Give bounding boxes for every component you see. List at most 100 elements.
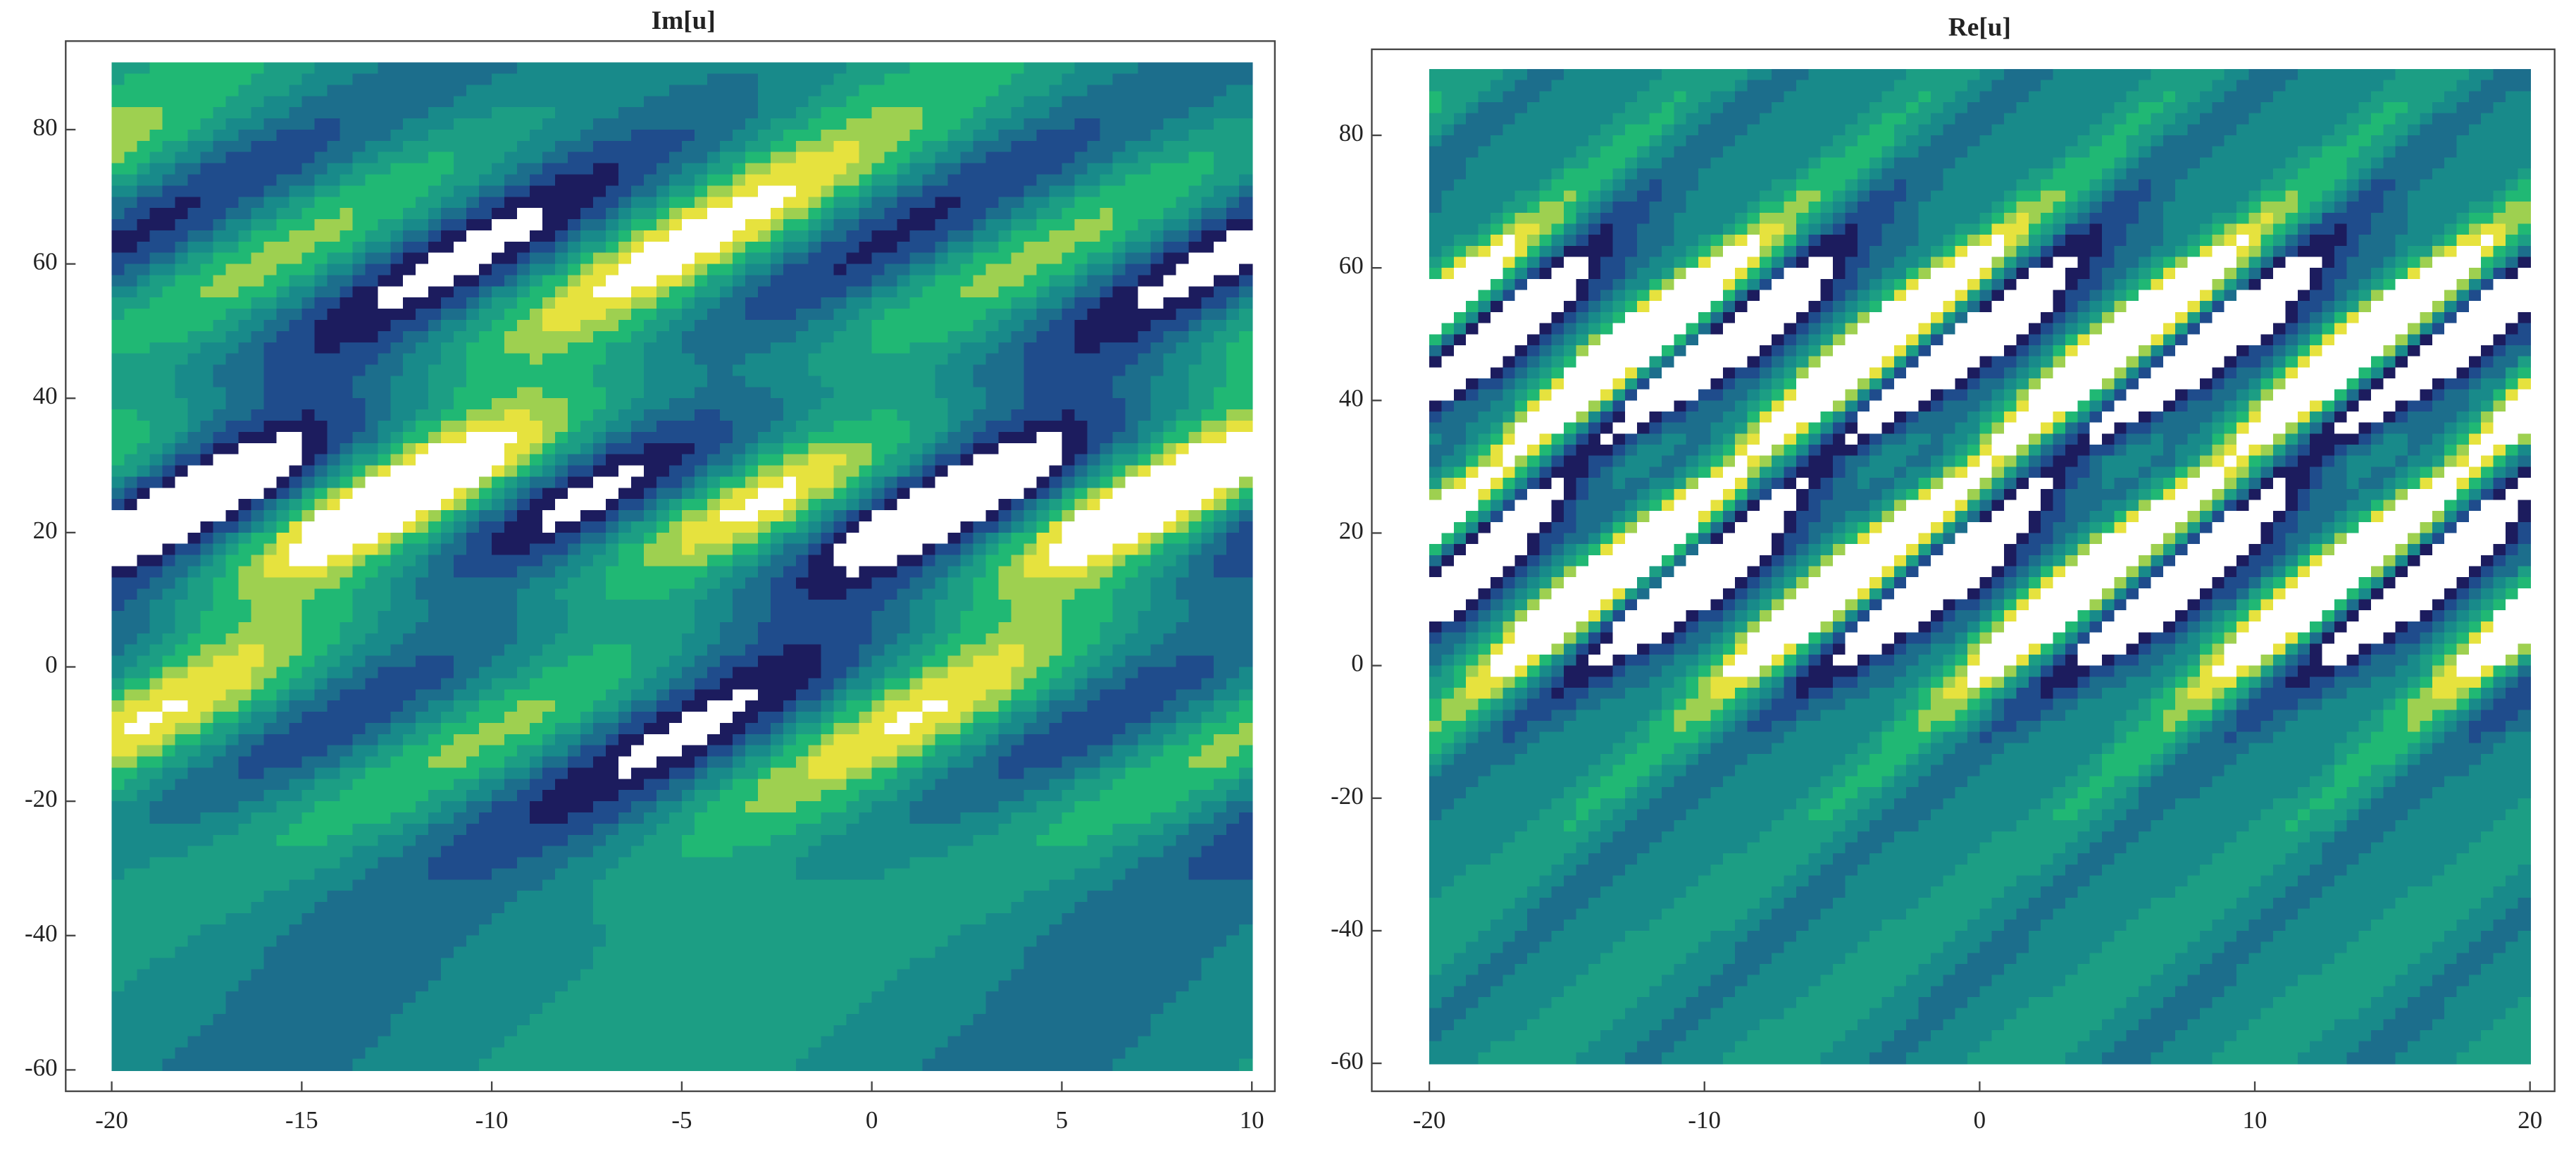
contour-cell xyxy=(327,398,341,411)
contour-cell xyxy=(630,476,645,489)
contour-cell xyxy=(909,208,923,221)
contour-cell xyxy=(681,555,696,567)
contour-cell xyxy=(580,330,595,344)
contour-cell xyxy=(707,96,721,109)
contour-cell xyxy=(213,230,227,243)
contour-cell xyxy=(846,555,861,567)
contour-cell xyxy=(1201,387,1215,400)
contour-cell xyxy=(656,566,671,578)
contour-cell xyxy=(1150,454,1164,466)
contour-cell xyxy=(1011,320,1025,333)
contour-cell xyxy=(428,309,442,321)
contour-cell xyxy=(504,185,518,198)
contour-cell xyxy=(479,510,493,523)
contour-cell xyxy=(428,252,442,265)
contour-cell xyxy=(795,510,810,523)
contour-cell xyxy=(1036,443,1050,456)
contour-cell xyxy=(1074,252,1088,265)
contour-cell xyxy=(732,330,747,344)
contour-cell xyxy=(833,409,848,422)
contour-cell xyxy=(200,555,214,567)
contour-cell xyxy=(466,532,480,545)
contour-cell xyxy=(352,197,366,209)
contour-cell xyxy=(555,532,569,545)
contour-cell xyxy=(327,219,341,232)
contour-cell xyxy=(859,62,873,75)
contour-cell xyxy=(884,163,899,175)
contour-cell xyxy=(1011,73,1025,86)
contour-cell xyxy=(542,532,556,545)
contour-cell xyxy=(998,543,1012,557)
contour-cell xyxy=(416,320,430,333)
contour-cell xyxy=(403,621,417,635)
contour-cell xyxy=(1188,252,1202,265)
contour-cell xyxy=(859,151,873,165)
contour-cell xyxy=(1150,174,1164,187)
contour-cell xyxy=(909,330,923,344)
contour-cell xyxy=(960,644,974,657)
contour-cell xyxy=(1176,286,1190,299)
contour-cell xyxy=(630,555,645,567)
contour-cell xyxy=(821,174,835,187)
contour-cell xyxy=(808,286,823,299)
contour-cell xyxy=(960,85,974,97)
contour-cell xyxy=(694,264,709,276)
contour-cell xyxy=(1188,398,1202,411)
contour-cell xyxy=(479,621,493,635)
contour-cell xyxy=(833,644,848,657)
contour-cell xyxy=(365,219,379,232)
contour-cell xyxy=(187,96,201,109)
contour-cell xyxy=(213,297,227,310)
contour-cell xyxy=(504,309,518,321)
contour-cell xyxy=(605,678,620,691)
contour-cell xyxy=(973,62,987,75)
contour-cell xyxy=(833,521,848,534)
contour-cell xyxy=(187,644,201,657)
contour-cell xyxy=(909,398,923,411)
contour-cell xyxy=(783,476,797,489)
contour-cell xyxy=(947,163,962,175)
contour-cell xyxy=(568,140,582,154)
contour-cell xyxy=(694,129,709,142)
contour-cell xyxy=(732,129,747,142)
contour-cell xyxy=(1239,600,1253,612)
contour-cell xyxy=(770,577,785,590)
contour-cell xyxy=(643,476,658,489)
contour-cell xyxy=(289,320,303,333)
contour-cell xyxy=(745,241,759,254)
contour-cell xyxy=(960,521,974,534)
contour-cell xyxy=(1087,488,1101,500)
contour-cell xyxy=(568,364,582,377)
contour-cell xyxy=(187,252,201,265)
contour-cell xyxy=(681,409,696,422)
contour-cell xyxy=(884,286,899,299)
contour-cell xyxy=(568,476,582,489)
contour-cell xyxy=(580,588,595,601)
contour-cell xyxy=(149,644,163,657)
contour-cell xyxy=(530,678,544,691)
contour-cell xyxy=(162,62,176,75)
contour-cell xyxy=(479,208,493,221)
contour-cell xyxy=(517,577,531,590)
contour-cell xyxy=(846,655,861,668)
contour-cell xyxy=(238,488,252,500)
contour-cell xyxy=(909,185,923,198)
contour-cell xyxy=(403,320,417,333)
contour-cell xyxy=(162,252,176,265)
contour-cell xyxy=(378,230,392,243)
contour-cell xyxy=(694,476,709,489)
contour-cell xyxy=(479,532,493,545)
contour-cell xyxy=(757,107,772,120)
contour-cell xyxy=(643,499,658,512)
contour-cell xyxy=(770,286,785,299)
contour-cell xyxy=(1226,208,1240,221)
contour-cell xyxy=(681,633,696,646)
contour-cell xyxy=(630,543,645,557)
contour-cell xyxy=(897,118,911,131)
contour-cell xyxy=(162,621,176,635)
contour-cell xyxy=(1226,454,1240,466)
contour-cell xyxy=(985,364,1000,377)
contour-cell xyxy=(922,543,936,557)
contour-cell xyxy=(1049,499,1063,512)
contour-cell xyxy=(656,219,671,232)
